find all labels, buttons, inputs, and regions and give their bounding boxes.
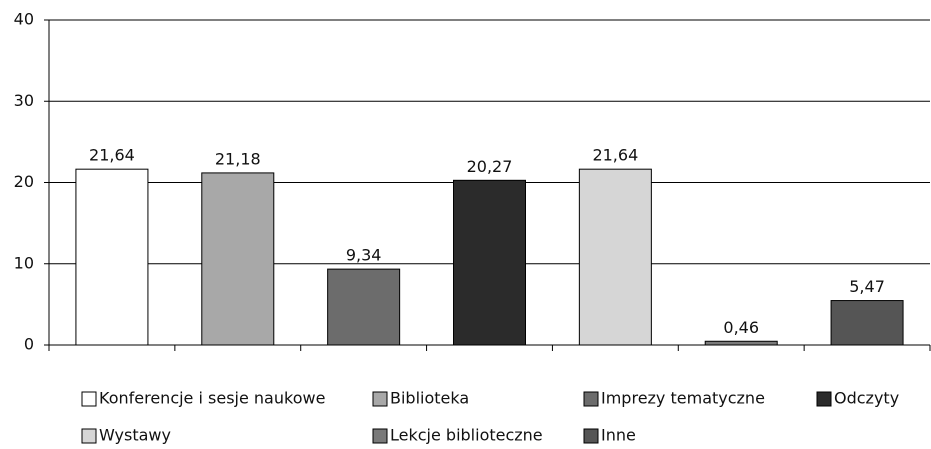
data-label: 21,64 <box>89 146 135 165</box>
y-tick-label: 10 <box>14 253 34 272</box>
data-label: 21,64 <box>592 146 638 165</box>
legend-swatch <box>81 391 97 407</box>
legend-label: Imprezy tematyczne <box>601 389 765 408</box>
data-label: 9,34 <box>346 246 382 265</box>
y-tick-label: 40 <box>14 10 34 29</box>
legend-label: Biblioteka <box>390 389 469 408</box>
legend-label: Konferencje i sesje naukowe <box>99 389 325 408</box>
bar <box>327 268 401 346</box>
legend-swatch <box>372 428 388 444</box>
data-label: 21,18 <box>215 149 261 168</box>
y-tick-label: 0 <box>24 335 34 354</box>
legend-swatch <box>583 428 599 444</box>
legend-swatch <box>583 391 599 407</box>
y-tick-label: 30 <box>14 91 34 110</box>
legend-label: Lekcje biblioteczne <box>390 426 543 445</box>
legend-label: Inne <box>601 426 636 445</box>
legend-swatch <box>816 391 832 407</box>
legend-swatch <box>372 391 388 407</box>
bar <box>75 168 149 346</box>
data-label: 20,27 <box>467 157 513 176</box>
legend-label: Wystawy <box>99 426 171 445</box>
y-tick-label: 20 <box>14 172 34 191</box>
data-label: 5,47 <box>849 277 885 296</box>
bar <box>201 172 275 346</box>
data-label: 0,46 <box>723 318 759 337</box>
bar <box>453 179 526 346</box>
bar <box>830 300 904 346</box>
legend-label: Odczyty <box>834 389 899 408</box>
legend-swatch <box>81 428 97 444</box>
bar <box>704 340 778 346</box>
bar <box>578 168 652 346</box>
